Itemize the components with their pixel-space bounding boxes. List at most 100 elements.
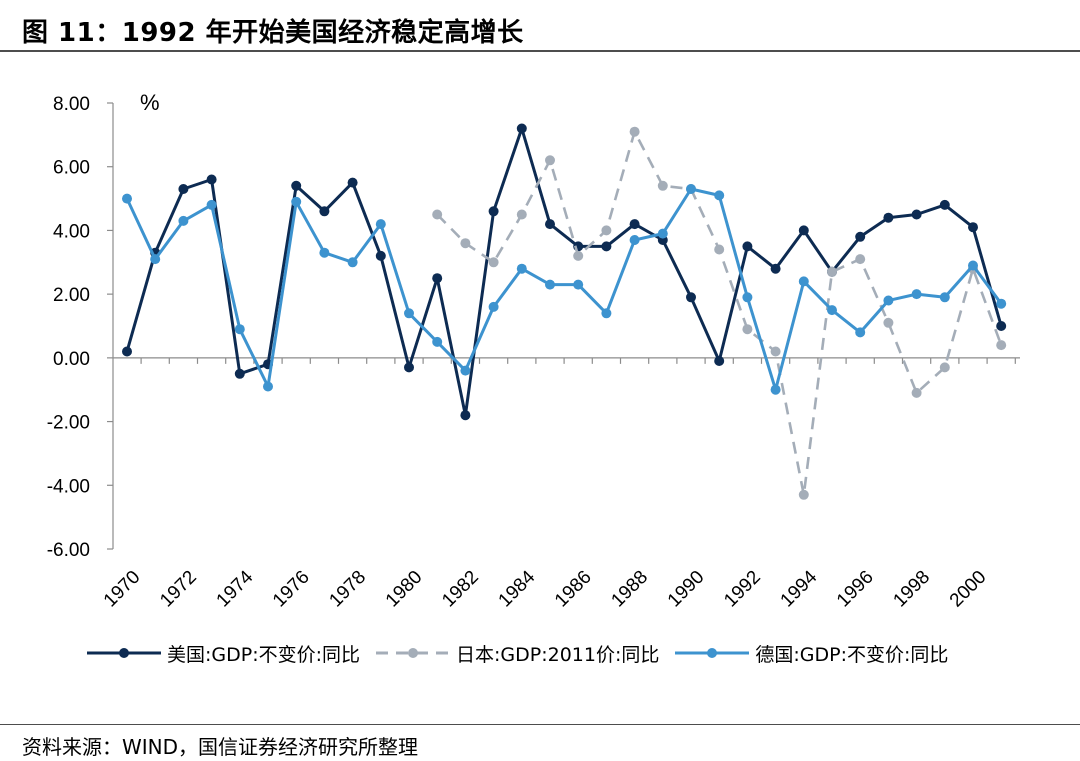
- data-point: [234, 368, 245, 379]
- data-point: [516, 123, 527, 134]
- data-point: [347, 177, 358, 188]
- top-divider: [0, 50, 1080, 52]
- data-point: [996, 321, 1007, 331]
- x-tick-label: 1996: [833, 567, 878, 612]
- data-point: [206, 199, 217, 210]
- source-note: 资料来源：WIND，国信证券经济研究所整理: [22, 735, 419, 759]
- data-point: [657, 228, 668, 239]
- data-point: [122, 346, 132, 357]
- data-point: [883, 295, 894, 306]
- data-point: [911, 387, 922, 398]
- y-unit-label: %: [140, 90, 160, 115]
- data-point: [629, 219, 640, 230]
- data-point: [404, 308, 414, 319]
- data-point: [404, 362, 414, 373]
- data-point: [432, 336, 443, 347]
- x-tick-label: 1998: [889, 567, 934, 612]
- data-point: [545, 219, 555, 230]
- data-point: [657, 180, 668, 191]
- data-point: [432, 209, 443, 220]
- data-point: [601, 225, 612, 236]
- data-point: [601, 241, 612, 252]
- data-point: [516, 263, 527, 274]
- data-point: [855, 231, 866, 242]
- series-layer: [122, 123, 1007, 500]
- series-1: [122, 123, 1007, 421]
- data-point: [714, 244, 725, 255]
- x-tick-label: 1982: [438, 567, 483, 612]
- data-point: [601, 308, 612, 319]
- data-point: [686, 184, 696, 194]
- x-tick-label: 1988: [607, 567, 652, 612]
- x-tick-label: 1984: [495, 566, 540, 611]
- series-line: [125, 187, 1003, 392]
- data-point: [375, 219, 386, 230]
- x-tick-label: 1974: [213, 566, 258, 611]
- data-point: [291, 180, 302, 191]
- x-tick-label: 1970: [100, 567, 145, 612]
- data-point: [488, 301, 499, 312]
- y-tick-label: 6.00: [53, 158, 90, 179]
- data-point: [234, 324, 245, 335]
- data-point: [460, 365, 471, 376]
- legend-item-1: 美国:GDP:不变价:同比: [85, 640, 360, 667]
- series-line: [125, 127, 1003, 417]
- legend-label: 日本:GDP:2011价:同比: [456, 643, 660, 666]
- data-point: [714, 190, 725, 201]
- data-point: [714, 356, 725, 366]
- series-2: [432, 126, 1007, 500]
- y-tick-label: -2.00: [47, 413, 90, 434]
- data-point: [319, 247, 330, 258]
- data-point: [150, 254, 161, 265]
- bottom-divider: [0, 724, 1080, 725]
- data-point: [347, 257, 358, 268]
- data-point: [263, 381, 273, 392]
- legend-swatch: [376, 648, 451, 658]
- data-point: [996, 340, 1007, 351]
- legend-swatch: [675, 648, 750, 658]
- x-tick-label: 1990: [664, 567, 709, 612]
- data-point: [573, 250, 584, 261]
- data-point: [911, 209, 922, 220]
- x-tick-label: 1986: [551, 567, 596, 612]
- x-tick-label: 1994: [777, 566, 822, 611]
- data-point: [629, 126, 640, 137]
- data-point: [573, 279, 584, 290]
- chart-legend: 美国:GDP:不变价:同比 日本:GDP:2011价:同比 德国:GDP:不变价:同…: [85, 638, 1045, 668]
- data-point: [319, 206, 330, 217]
- data-point: [996, 298, 1007, 309]
- y-tick-label: 8.00: [53, 94, 90, 115]
- data-point: [770, 384, 781, 395]
- data-point: [968, 222, 978, 233]
- data-point: [686, 292, 696, 303]
- y-tick-label: 0.00: [53, 349, 90, 370]
- data-point: [545, 155, 555, 166]
- x-tick-label: 2000: [946, 567, 991, 612]
- data-point: [770, 346, 781, 357]
- data-point: [968, 260, 978, 271]
- data-point: [488, 257, 499, 268]
- data-point: [375, 250, 386, 261]
- data-point: [291, 196, 302, 207]
- data-point: [460, 238, 471, 249]
- data-point: [911, 289, 922, 300]
- data-point: [629, 235, 640, 245]
- x-tick-label: 1980: [382, 567, 427, 612]
- x-tick-label: 1976: [269, 567, 314, 612]
- data-point: [122, 193, 132, 204]
- data-point: [742, 324, 753, 335]
- data-point: [883, 317, 894, 328]
- x-tick-label: 1992: [720, 567, 765, 612]
- data-point: [460, 410, 471, 421]
- y-tick-label: 4.00: [53, 221, 90, 242]
- data-point: [798, 225, 809, 236]
- data-point: [516, 209, 527, 220]
- data-point: [883, 212, 894, 223]
- series-line: [436, 130, 1003, 497]
- data-point: [939, 362, 950, 373]
- data-point: [939, 292, 950, 303]
- legend-label: 美国:GDP:不变价:同比: [167, 643, 361, 666]
- data-point: [742, 241, 753, 252]
- legend-label: 德国:GDP:不变价:同比: [755, 643, 949, 666]
- legend-item-3: 德国:GDP:不变价:同比: [673, 640, 948, 667]
